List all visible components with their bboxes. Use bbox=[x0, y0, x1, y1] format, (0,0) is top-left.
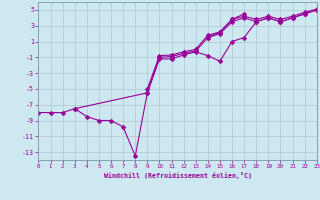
X-axis label: Windchill (Refroidissement éolien,°C): Windchill (Refroidissement éolien,°C) bbox=[104, 172, 252, 179]
